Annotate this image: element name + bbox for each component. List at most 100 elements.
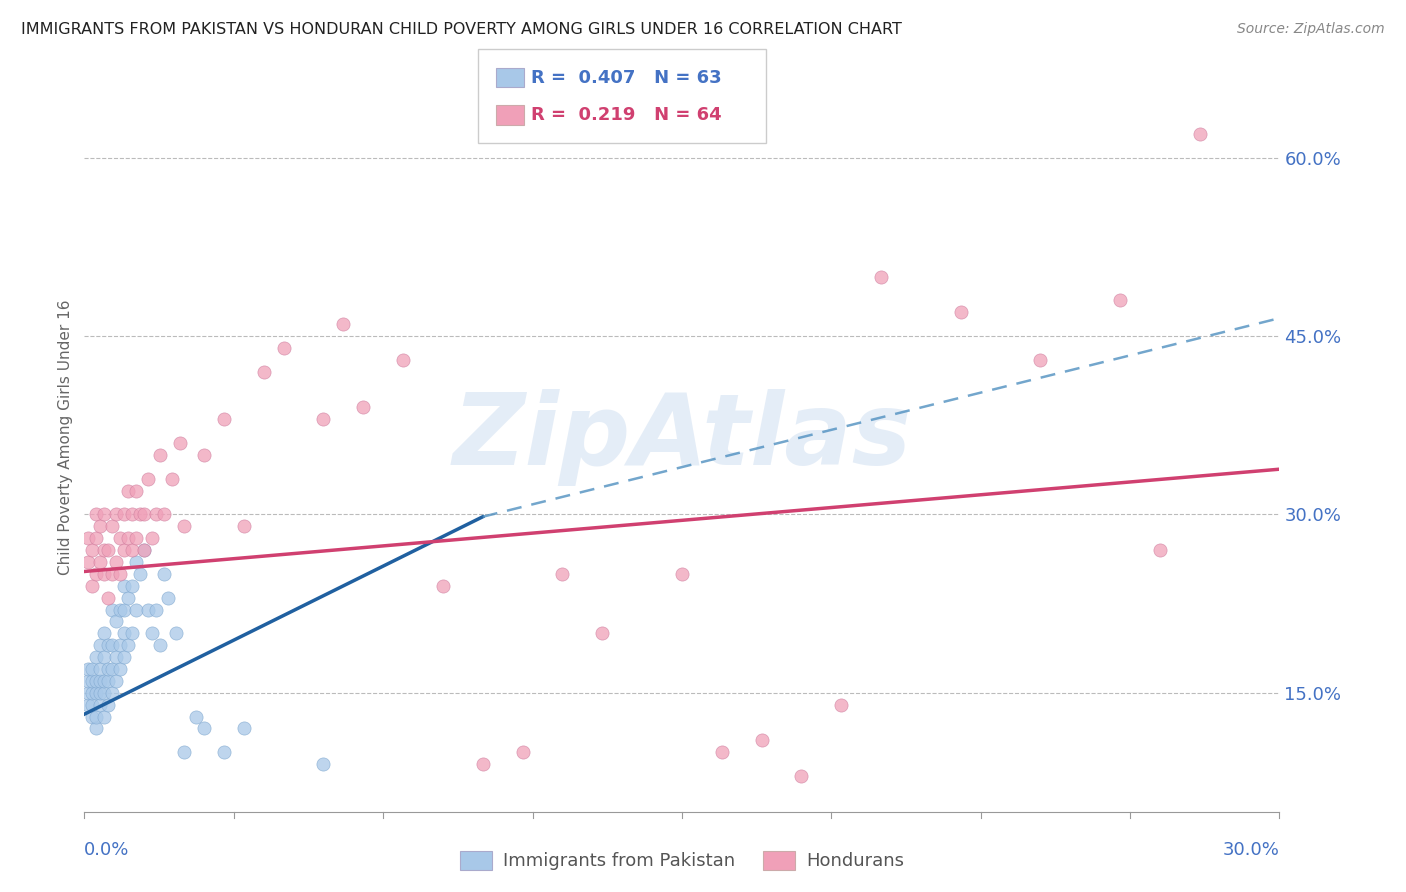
Point bbox=[153, 566, 176, 581]
Point bbox=[141, 626, 163, 640]
Point bbox=[790, 769, 813, 783]
Point bbox=[710, 745, 733, 759]
Point bbox=[751, 733, 773, 747]
Point bbox=[870, 269, 893, 284]
Point bbox=[1149, 543, 1171, 558]
Point bbox=[101, 638, 124, 652]
Point bbox=[105, 555, 128, 569]
Point bbox=[121, 508, 143, 522]
Text: R =  0.407   N = 63: R = 0.407 N = 63 bbox=[531, 69, 723, 87]
Point bbox=[117, 531, 139, 545]
Point bbox=[212, 412, 235, 426]
Point bbox=[82, 662, 104, 676]
Point bbox=[232, 722, 254, 736]
Point bbox=[105, 615, 128, 629]
Point bbox=[112, 626, 135, 640]
Text: Source: ZipAtlas.com: Source: ZipAtlas.com bbox=[1237, 22, 1385, 37]
Point bbox=[129, 566, 152, 581]
Point bbox=[173, 745, 195, 759]
Point bbox=[132, 508, 156, 522]
Point bbox=[93, 543, 115, 558]
Point bbox=[125, 555, 148, 569]
Point bbox=[77, 662, 100, 676]
Point bbox=[77, 686, 100, 700]
Point bbox=[193, 722, 215, 736]
Point bbox=[82, 698, 104, 712]
Point bbox=[97, 662, 120, 676]
Point bbox=[82, 709, 104, 723]
Point bbox=[77, 673, 100, 688]
Point bbox=[77, 698, 100, 712]
Point bbox=[212, 745, 235, 759]
Point bbox=[110, 662, 132, 676]
Point bbox=[82, 543, 104, 558]
Point bbox=[121, 626, 143, 640]
Point bbox=[86, 686, 108, 700]
Point bbox=[101, 686, 124, 700]
Legend: Immigrants from Pakistan, Hondurans: Immigrants from Pakistan, Hondurans bbox=[453, 844, 911, 878]
Point bbox=[86, 722, 108, 736]
Point bbox=[93, 508, 115, 522]
Point bbox=[105, 673, 128, 688]
Point bbox=[105, 650, 128, 665]
Point bbox=[77, 555, 100, 569]
Point bbox=[105, 508, 128, 522]
Point bbox=[671, 566, 693, 581]
Point bbox=[89, 686, 111, 700]
Point bbox=[110, 638, 132, 652]
Point bbox=[89, 698, 111, 712]
Point bbox=[121, 579, 143, 593]
Point bbox=[97, 698, 120, 712]
Point bbox=[97, 638, 120, 652]
Point bbox=[332, 317, 354, 331]
Point bbox=[591, 626, 613, 640]
Point bbox=[110, 566, 132, 581]
Point bbox=[352, 401, 374, 415]
Point bbox=[86, 650, 108, 665]
Point bbox=[149, 448, 172, 462]
Point bbox=[193, 448, 215, 462]
Point bbox=[112, 508, 135, 522]
Text: 0.0%: 0.0% bbox=[84, 841, 129, 860]
Point bbox=[112, 543, 135, 558]
Point bbox=[125, 602, 148, 616]
Point bbox=[82, 579, 104, 593]
Point bbox=[253, 365, 276, 379]
Point bbox=[89, 519, 111, 533]
Point bbox=[89, 662, 111, 676]
Point bbox=[121, 543, 143, 558]
Point bbox=[136, 602, 159, 616]
Point bbox=[97, 673, 120, 688]
Point bbox=[165, 626, 187, 640]
Point bbox=[93, 686, 115, 700]
Point bbox=[110, 602, 132, 616]
Point bbox=[93, 566, 115, 581]
Point bbox=[86, 508, 108, 522]
Point bbox=[86, 531, 108, 545]
Point bbox=[89, 555, 111, 569]
Point bbox=[169, 436, 191, 450]
Point bbox=[97, 591, 120, 605]
Point bbox=[512, 745, 534, 759]
Point bbox=[86, 566, 108, 581]
Point bbox=[392, 352, 415, 367]
Text: IMMIGRANTS FROM PAKISTAN VS HONDURAN CHILD POVERTY AMONG GIRLS UNDER 16 CORRELAT: IMMIGRANTS FROM PAKISTAN VS HONDURAN CHI… bbox=[21, 22, 903, 37]
Point bbox=[551, 566, 574, 581]
Y-axis label: Child Poverty Among Girls Under 16: Child Poverty Among Girls Under 16 bbox=[58, 300, 73, 574]
Point bbox=[117, 638, 139, 652]
Point bbox=[101, 662, 124, 676]
Point bbox=[1029, 352, 1052, 367]
Point bbox=[97, 543, 120, 558]
Point bbox=[101, 566, 124, 581]
Point bbox=[136, 472, 159, 486]
Point bbox=[93, 650, 115, 665]
Point bbox=[145, 602, 167, 616]
Point bbox=[86, 673, 108, 688]
Point bbox=[432, 579, 454, 593]
Text: 30.0%: 30.0% bbox=[1223, 841, 1279, 860]
Point bbox=[86, 709, 108, 723]
Point bbox=[112, 602, 135, 616]
Point bbox=[173, 519, 195, 533]
Point bbox=[89, 673, 111, 688]
Text: R =  0.219   N = 64: R = 0.219 N = 64 bbox=[531, 106, 723, 124]
